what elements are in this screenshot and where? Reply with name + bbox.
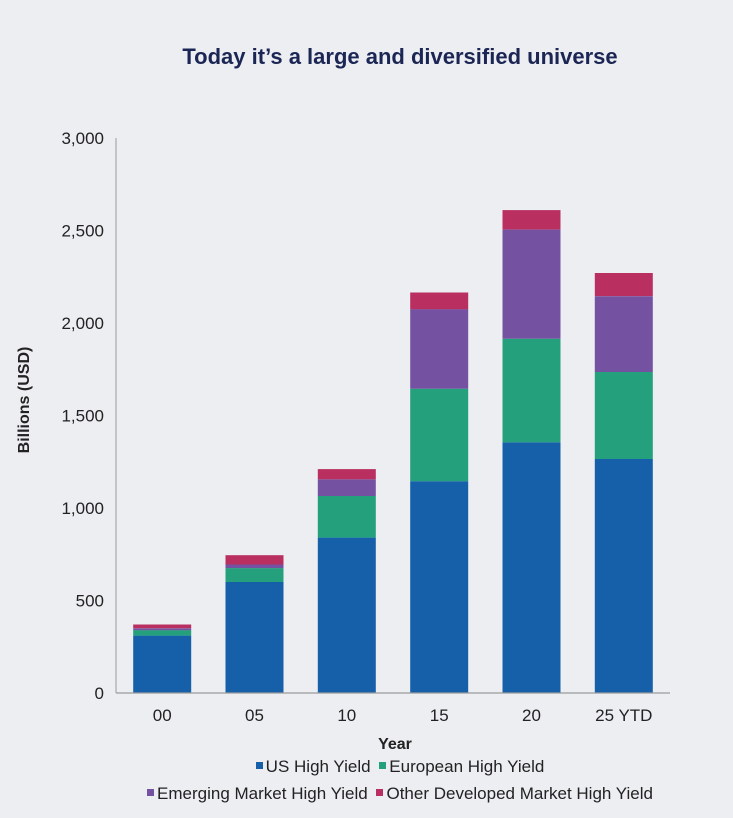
y-tick-label: 1,500	[61, 407, 104, 426]
bar-european-high-yield-15	[410, 388, 469, 482]
bar-us-high-yield-00	[133, 635, 192, 693]
bar-european-high-yield-25-ytd	[594, 372, 653, 459]
bar-other-developed-market-high-yield-25-ytd	[594, 273, 653, 297]
y-axis-title: Billions (USD)	[16, 347, 33, 454]
bar-us-high-yield-25-ytd	[594, 459, 653, 693]
x-tick-label-05: 05	[245, 706, 264, 725]
legend-row-1: US High Yield European High Yield	[0, 757, 733, 777]
bar-emerging-market-high-yield-25-ytd	[594, 296, 653, 372]
x-axis-title: Year	[378, 736, 412, 753]
bar-european-high-yield-20	[502, 338, 561, 443]
legend-item-european-high-yield: European High Yield	[379, 757, 544, 777]
bar-other-developed-market-high-yield-15	[410, 292, 469, 310]
x-tick-label-10: 10	[337, 706, 356, 725]
legend-label-european-high-yield: European High Yield	[389, 757, 545, 776]
legend-row-2: Emerging Market High Yield Other Develop…	[0, 784, 733, 804]
x-tick-labels: 00 05 10 15 20 25 YTD	[153, 706, 653, 725]
bar-emerging-market-high-yield-15	[410, 309, 469, 389]
bar-emerging-market-high-yield-20	[502, 229, 561, 339]
bar-other-developed-market-high-yield-05	[225, 555, 284, 565]
y-tick-label: 2,000	[61, 314, 104, 333]
legend-item-us-high-yield: US High Yield	[255, 757, 371, 777]
y-tick-label: 2,500	[61, 222, 104, 241]
x-tick-label-20: 20	[522, 706, 541, 725]
bar-emerging-market-high-yield-05	[225, 564, 284, 569]
bar-other-developed-market-high-yield-10	[317, 469, 376, 480]
bar-european-high-yield-10	[317, 496, 376, 538]
y-tick-labels: 0 500 1,000 1,500 2,000 2,500 3,000	[61, 129, 104, 703]
legend-swatch-emerging-market-high-yield	[147, 789, 155, 797]
bars-group	[133, 210, 653, 693]
legend-swatch-us-high-yield	[255, 762, 263, 770]
bar-european-high-yield-00	[133, 630, 192, 636]
bar-european-high-yield-05	[225, 568, 284, 582]
legend-swatch-european-high-yield	[379, 762, 387, 770]
legend-swatch-other-developed-market-high-yield	[376, 789, 384, 797]
bar-other-developed-market-high-yield-00	[133, 624, 192, 629]
legend-label-other-developed-market-high-yield: Other Developed Market High Yield	[386, 784, 653, 803]
legend-item-emerging-market-high-yield: Emerging Market High Yield	[147, 784, 368, 804]
y-tick-label: 0	[95, 684, 104, 703]
bar-us-high-yield-10	[317, 537, 376, 693]
y-tick-label: 1,000	[61, 499, 104, 518]
y-tick-label: 3,000	[61, 129, 104, 148]
x-tick-label-15: 15	[430, 706, 449, 725]
axes-group	[115, 138, 670, 694]
bar-emerging-market-high-yield-10	[317, 479, 376, 496]
bar-other-developed-market-high-yield-20	[502, 210, 561, 230]
y-tick-label: 500	[76, 592, 104, 611]
chart-title: Today it’s a large and diversified unive…	[182, 44, 618, 69]
bar-us-high-yield-05	[225, 582, 284, 693]
legend-label-emerging-market-high-yield: Emerging Market High Yield	[157, 784, 368, 803]
legend-item-other-developed-market-high-yield: Other Developed Market High Yield	[376, 784, 653, 804]
legend-label-us-high-yield: US High Yield	[265, 757, 371, 776]
bar-us-high-yield-20	[502, 442, 561, 693]
bar-us-high-yield-15	[410, 481, 469, 693]
x-tick-label-00: 00	[153, 706, 172, 725]
bar-emerging-market-high-yield-00	[133, 628, 192, 631]
x-tick-label-25-ytd: 25 YTD	[595, 706, 652, 725]
